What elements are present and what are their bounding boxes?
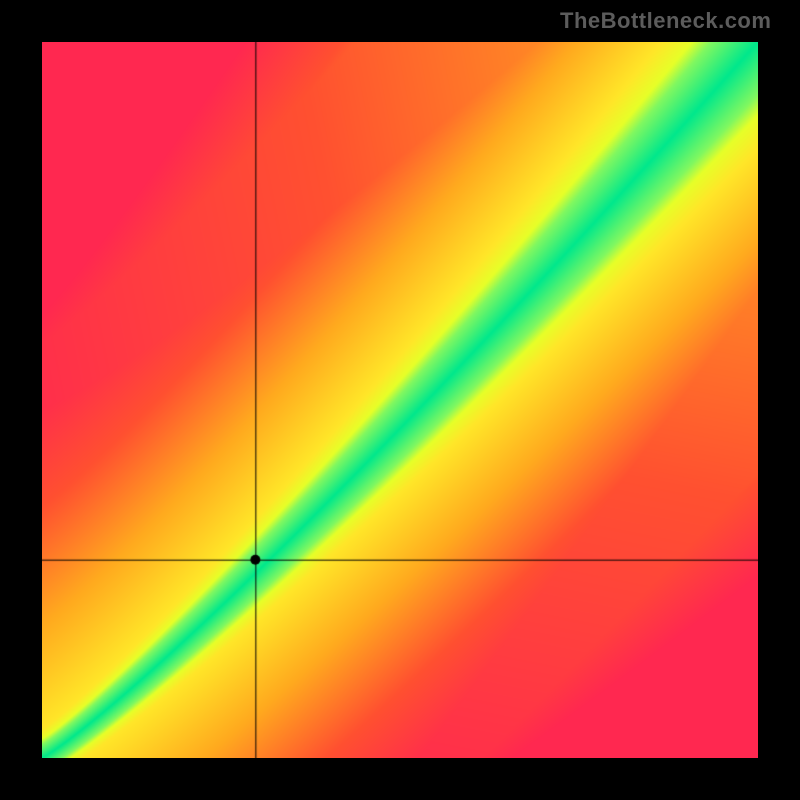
watermark-text: TheBottleneck.com: [560, 8, 771, 34]
crosshair-overlay: [42, 42, 758, 758]
